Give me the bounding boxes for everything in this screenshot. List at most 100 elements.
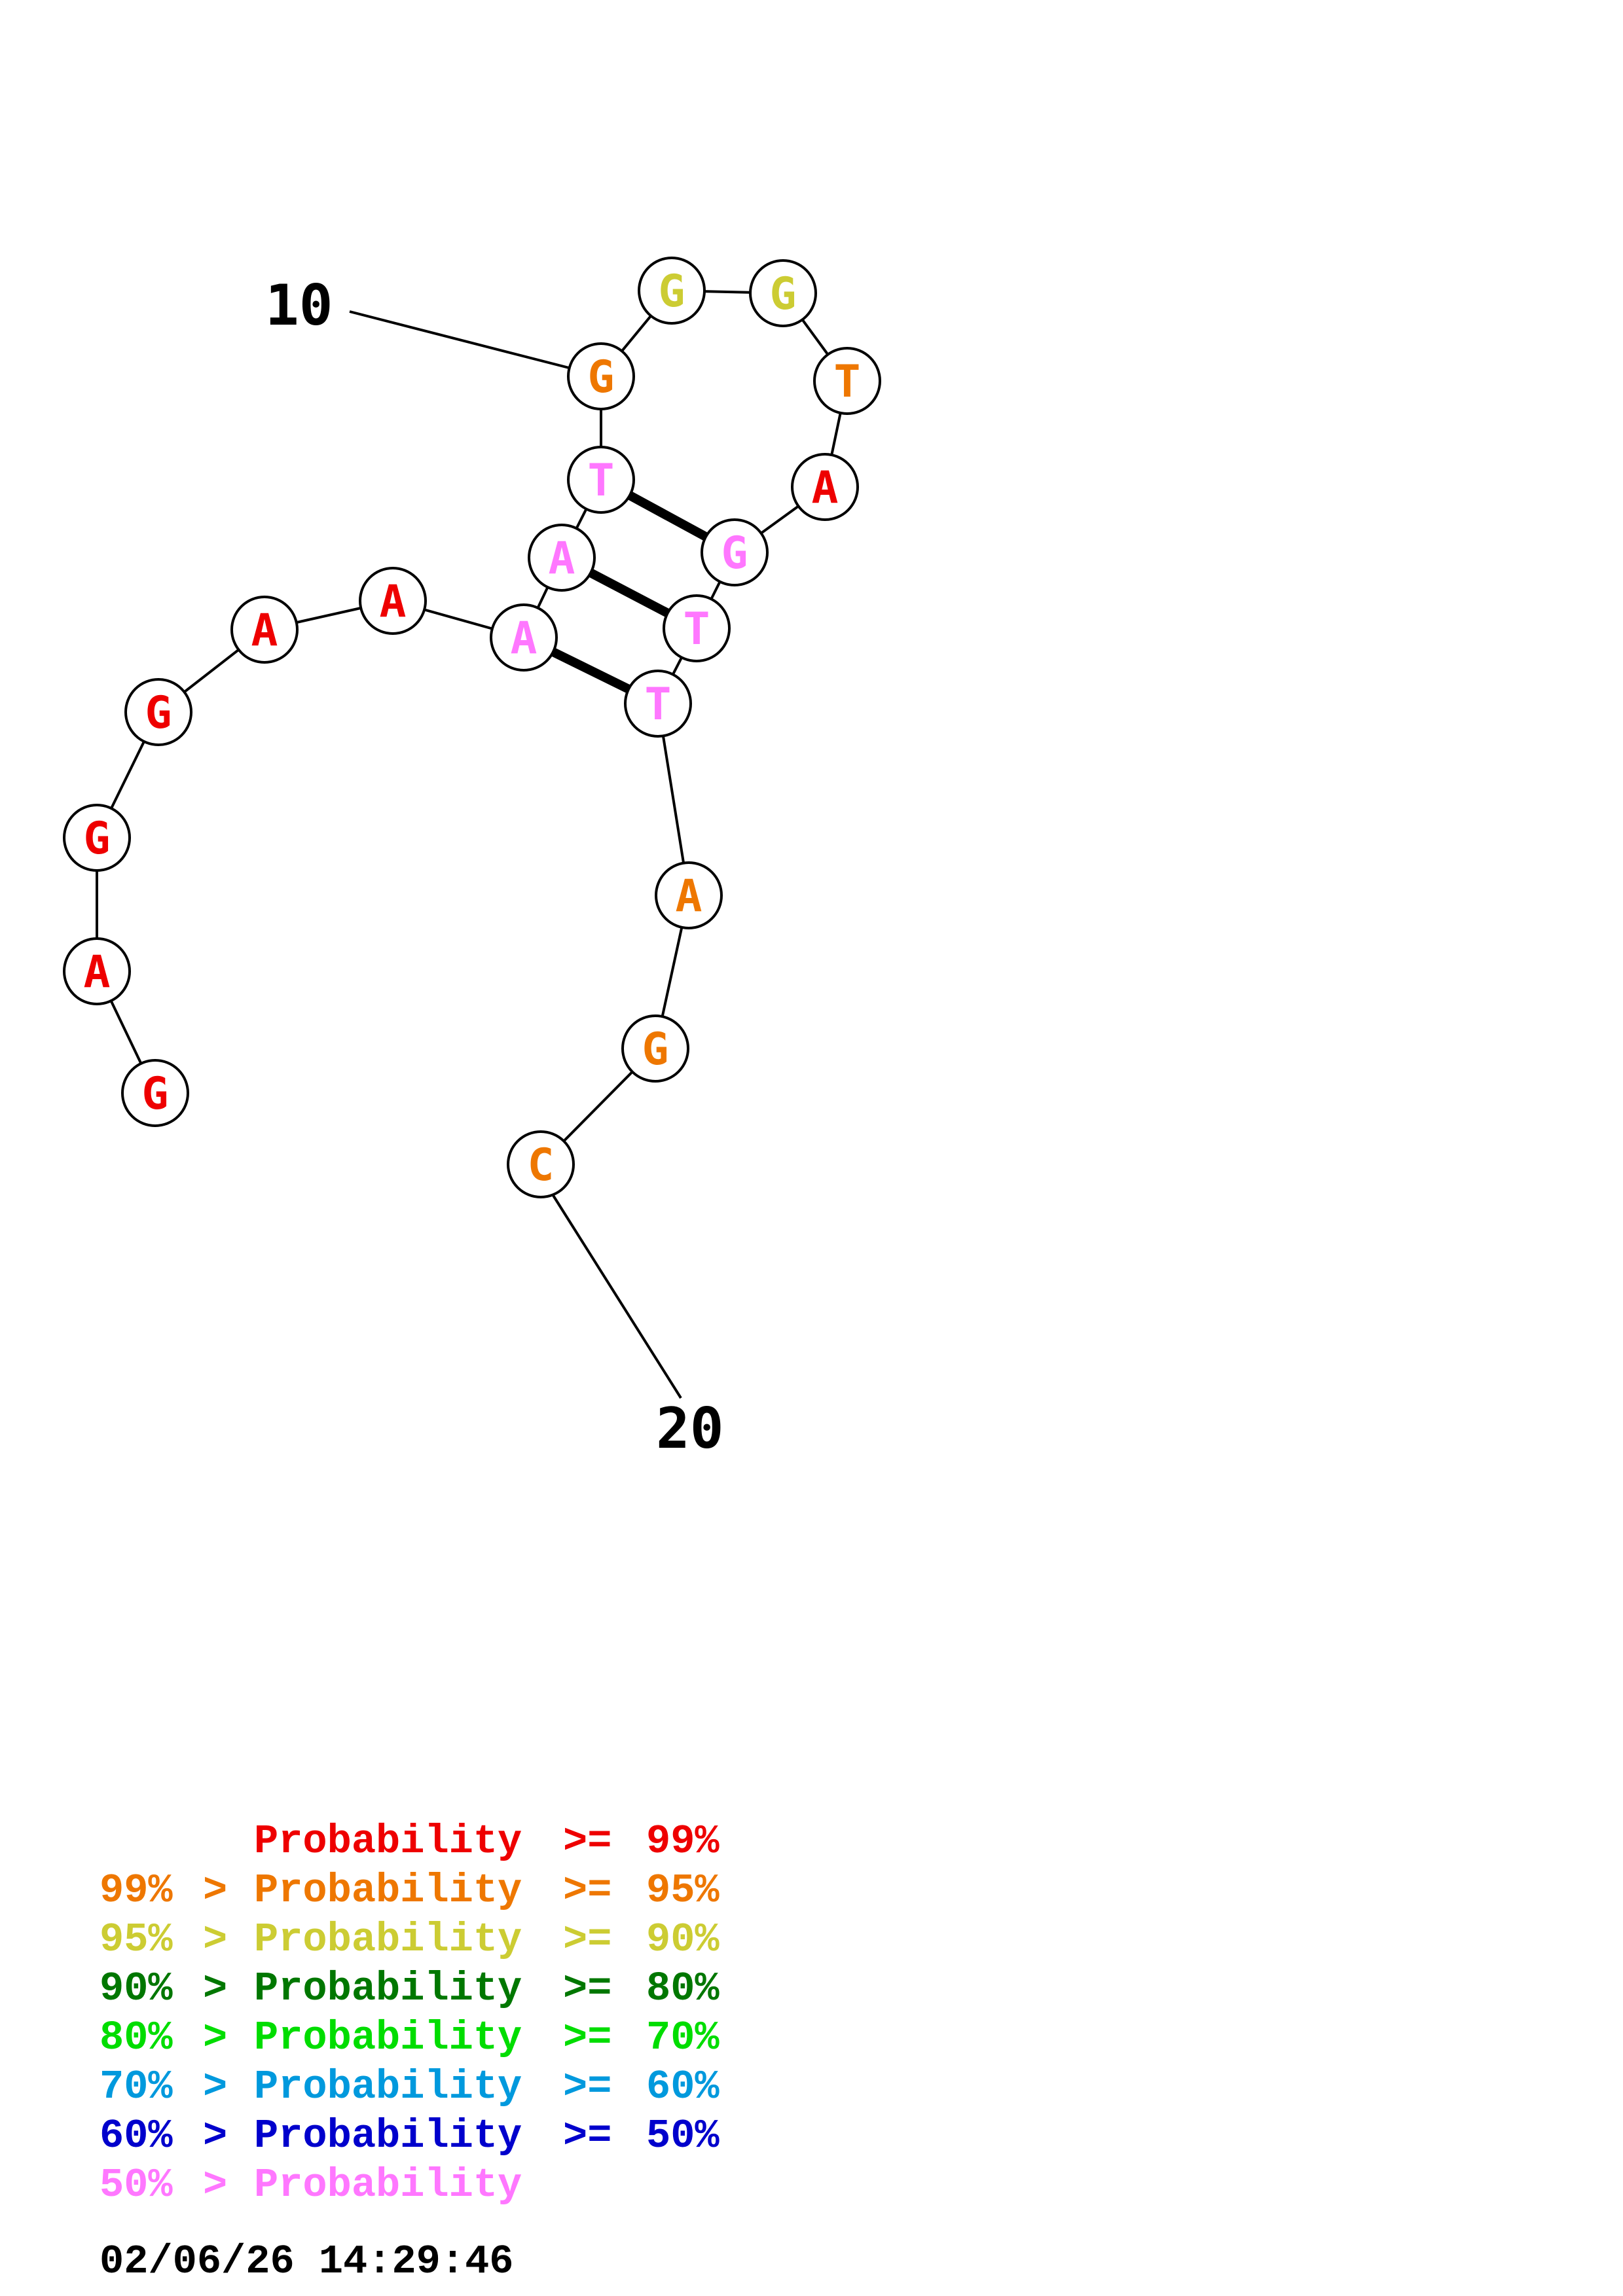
legend-label: Probability [254, 1867, 522, 1914]
nucleotide-circle [791, 453, 859, 521]
legend-separator: > [203, 1867, 227, 1914]
legend-range: 70% [100, 2064, 173, 2110]
nucleotide-circle [63, 804, 131, 872]
legend-label: Probability [254, 2162, 522, 2208]
legend-value: 95% [646, 1867, 720, 1914]
legend-row: 70% > Probability >= 60% [100, 2064, 720, 2110]
nucleotide-letter: A [84, 946, 111, 998]
nucleotide-circle [359, 567, 427, 635]
nucleotide: G [124, 678, 192, 746]
position-label: 10 [265, 273, 333, 338]
nucleotide-letter: G [770, 268, 797, 320]
nucleotide: A [63, 937, 131, 1005]
nucleotide: G [638, 257, 706, 325]
legend-operator: >= [563, 1867, 611, 1914]
legend-row: 95% > Probability >= 90% [100, 1916, 720, 1963]
nucleotide-circle [507, 1130, 575, 1198]
legend-row: 99% > Probability >= 95% [100, 1867, 720, 1914]
nucleotide-circle [638, 257, 706, 325]
legend-range: 99% [100, 1867, 173, 1914]
legend-row: 90% > Probability >= 80% [100, 1965, 720, 2012]
nucleotide: A [655, 861, 723, 929]
legend-value: 99% [646, 1818, 720, 1865]
nucleotide-letter: T [588, 455, 615, 507]
legend-separator: > [203, 2162, 227, 2208]
legend-operator: >= [563, 1965, 611, 2012]
nucleotide-circle [567, 342, 635, 410]
nucleotide-letter: G [84, 813, 111, 865]
position-label-leader [349, 310, 572, 370]
legend-row: 80% > Probability >= 70% [100, 2015, 720, 2061]
nucleotide: A [230, 596, 299, 664]
nucleotide: G [621, 1014, 689, 1083]
legend-range: 90% [100, 1965, 173, 2012]
legend-row: 50% > Probability [100, 2162, 522, 2208]
legend-operator: >= [563, 1818, 611, 1865]
nucleotide-circle [663, 594, 731, 662]
nucleotide-letter: A [380, 576, 407, 628]
legend-label: Probability [254, 2015, 522, 2061]
nucleotide: T [567, 446, 635, 514]
nucleotide-letter: A [812, 462, 839, 514]
nucleotide-letter: A [676, 870, 702, 922]
legend-range: 95% [100, 1916, 173, 1963]
legend-label: Probability [254, 2113, 522, 2159]
nucleotide: A [791, 453, 859, 521]
nucleotide-circle [655, 861, 723, 929]
nucleotide-letter: C [528, 1139, 555, 1191]
legend-label: Probability [254, 1916, 522, 1963]
position-label-leader [551, 1193, 682, 1399]
nucleotide-letter: G [145, 687, 172, 739]
legend-separator: > [203, 2113, 227, 2159]
legend-value: 70% [646, 2015, 720, 2061]
backbone-layer [96, 289, 848, 1166]
legend-range: 60% [100, 2113, 173, 2159]
legend-range: 80% [100, 2015, 173, 2061]
nucleotide: T [813, 347, 881, 415]
nucleotide-letter: T [684, 603, 710, 655]
legend-separator: > [203, 1965, 227, 2012]
position-label: 20 [656, 1396, 724, 1462]
nucleotide: G [749, 259, 817, 327]
nucleotide-circle [701, 518, 769, 586]
nucleotide-circle [230, 596, 299, 664]
nucleotide-circle [490, 603, 558, 672]
nucleotide-circle [624, 670, 692, 738]
nucleotide-letter: A [251, 605, 278, 656]
nucleotide-letter: G [659, 266, 685, 317]
legend-separator: > [203, 1916, 227, 1963]
position-label-layer: 10 20 [265, 273, 724, 1462]
nucleotide-letter: G [588, 351, 615, 403]
legend-row: Probability >= 99% [254, 1818, 720, 1865]
legend-range: 50% [100, 2162, 173, 2208]
base-pair-layer [521, 475, 737, 708]
timestamp: 02/06/26 14:29:46 [100, 2238, 514, 2285]
nucleotide-circle [63, 937, 131, 1005]
nucleotide-letter: T [645, 679, 672, 730]
probability-legend: Probability >= 99% 99% > Probability >= 95% 95% >… [100, 1818, 720, 2208]
legend-row: 60% > Probability >= 50% [100, 2113, 720, 2159]
legend-value: 80% [646, 1965, 720, 2012]
legend-operator: >= [563, 2015, 611, 2061]
nucleotide: T [663, 594, 731, 662]
nucleotide-circle [528, 524, 596, 592]
legend-separator: > [203, 2015, 227, 2061]
nucleotide: A [359, 567, 427, 635]
legend-operator: >= [563, 2064, 611, 2110]
nucleotide-letter: G [142, 1068, 169, 1120]
nucleotide-circle [121, 1059, 189, 1127]
legend-operator: >= [563, 1916, 611, 1963]
nucleotide-circle [621, 1014, 689, 1083]
nucleotide-letter: G [642, 1024, 669, 1075]
legend-label: Probability [254, 1818, 522, 1865]
nucleotide: G [567, 342, 635, 410]
legend-label: Probability [254, 2064, 522, 2110]
nucleotide: A [490, 603, 558, 672]
legend-separator: > [203, 2064, 227, 2110]
nucleotide: G [63, 804, 131, 872]
legend-value: 90% [646, 1916, 720, 1963]
nucleotide-circle [124, 678, 192, 746]
nucleotide: T [624, 670, 692, 738]
